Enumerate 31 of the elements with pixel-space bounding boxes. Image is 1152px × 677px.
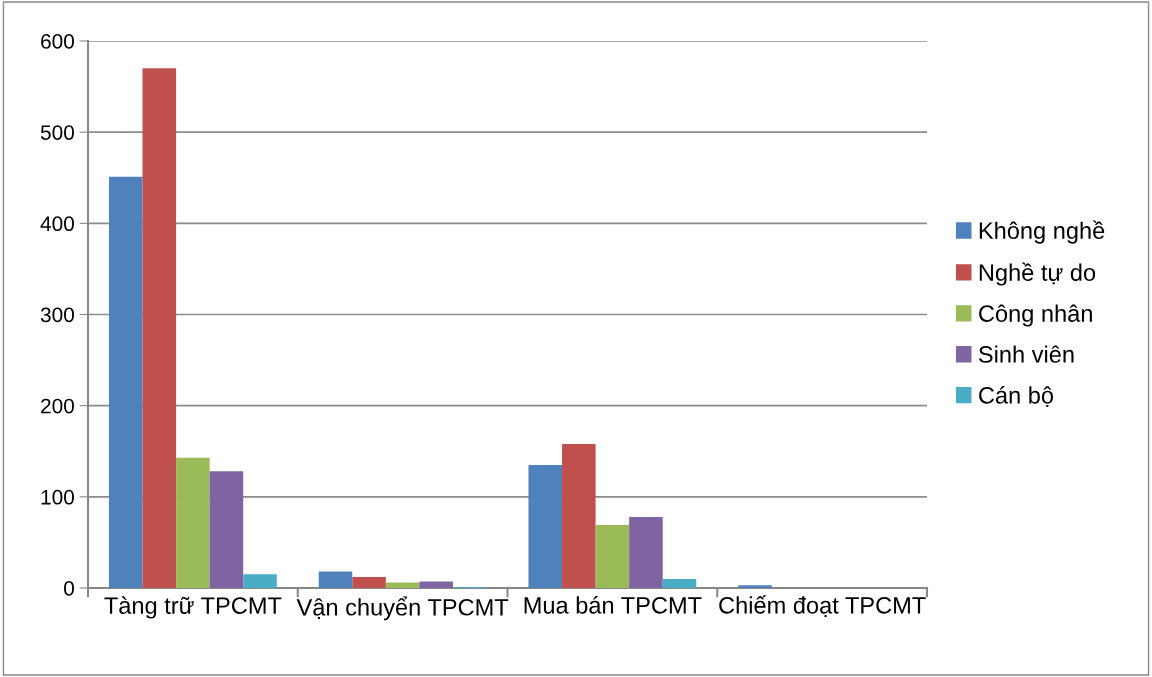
bar [562,443,596,588]
bar [528,464,563,588]
y-tick-label: 300 [40,307,74,323]
y-tick-label: 0 [64,581,74,596]
bar [419,581,453,588]
bar [738,585,772,588]
bar [318,571,353,588]
legend-label: Công nhân [979,304,1092,327]
bar [209,471,244,588]
x-tick-label: Chiếm đoạt TPCMT [719,595,926,618]
x-tick-label: Vận chuyển TPCMT [296,596,509,621]
bar [142,68,177,588]
bar [243,574,277,588]
y-tick-label: 400 [40,216,74,232]
legend-label: Không nghề [979,220,1105,244]
bar [595,525,630,588]
x-tick-label: Tàng trữ TPCMT [104,596,282,619]
y-tick-label: 600 [41,34,74,49]
bar [385,582,420,588]
y-tick-label: 100 [41,489,74,505]
bar [108,176,143,588]
bar [662,578,697,588]
x-tick-label: Mua bán TPCMT [524,596,702,614]
legend-label: Cán bộ [979,386,1054,408]
bar [352,577,386,588]
bar [176,457,210,588]
bar [629,516,663,588]
legend-label: Nghề tự do [979,262,1096,286]
y-tick-label: 200 [41,398,74,414]
y-tick-label: 500 [40,125,74,140]
legend-label: Sinh viên [978,345,1074,363]
